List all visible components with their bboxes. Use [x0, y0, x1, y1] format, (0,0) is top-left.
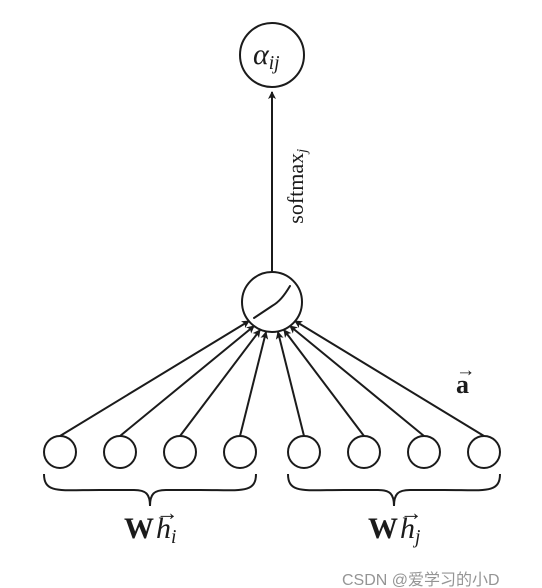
- brace-left: [44, 474, 256, 506]
- alpha-symbol: α: [253, 38, 269, 71]
- alpha-label: αij: [253, 40, 280, 73]
- Whi-label: W→hi: [124, 514, 176, 547]
- Whi-sub: i: [171, 527, 176, 548]
- a-vector-label: →a: [456, 372, 469, 398]
- Whj-sub: j: [415, 527, 420, 548]
- softmax-text: softmax: [283, 153, 308, 224]
- Whi-W: W: [124, 512, 154, 545]
- attention-diagram-svg: [0, 0, 542, 588]
- brace-right: [288, 474, 500, 506]
- Whj-label: W→hj: [368, 514, 420, 547]
- alpha-subscript: ij: [269, 53, 280, 74]
- watermark: CSDN @爱学习的小D: [342, 566, 500, 588]
- input-nodes: [44, 436, 500, 468]
- softmax-sub: j: [295, 149, 311, 153]
- softmax-label: softmaxj: [283, 149, 312, 224]
- fan-in-edges: [60, 321, 484, 436]
- Whj-W: W: [368, 512, 398, 545]
- aggregation-node: [242, 272, 302, 332]
- activation-glyph: [254, 286, 290, 318]
- figure-canvas: { "meta": { "type": "network", "backgrou…: [0, 0, 542, 588]
